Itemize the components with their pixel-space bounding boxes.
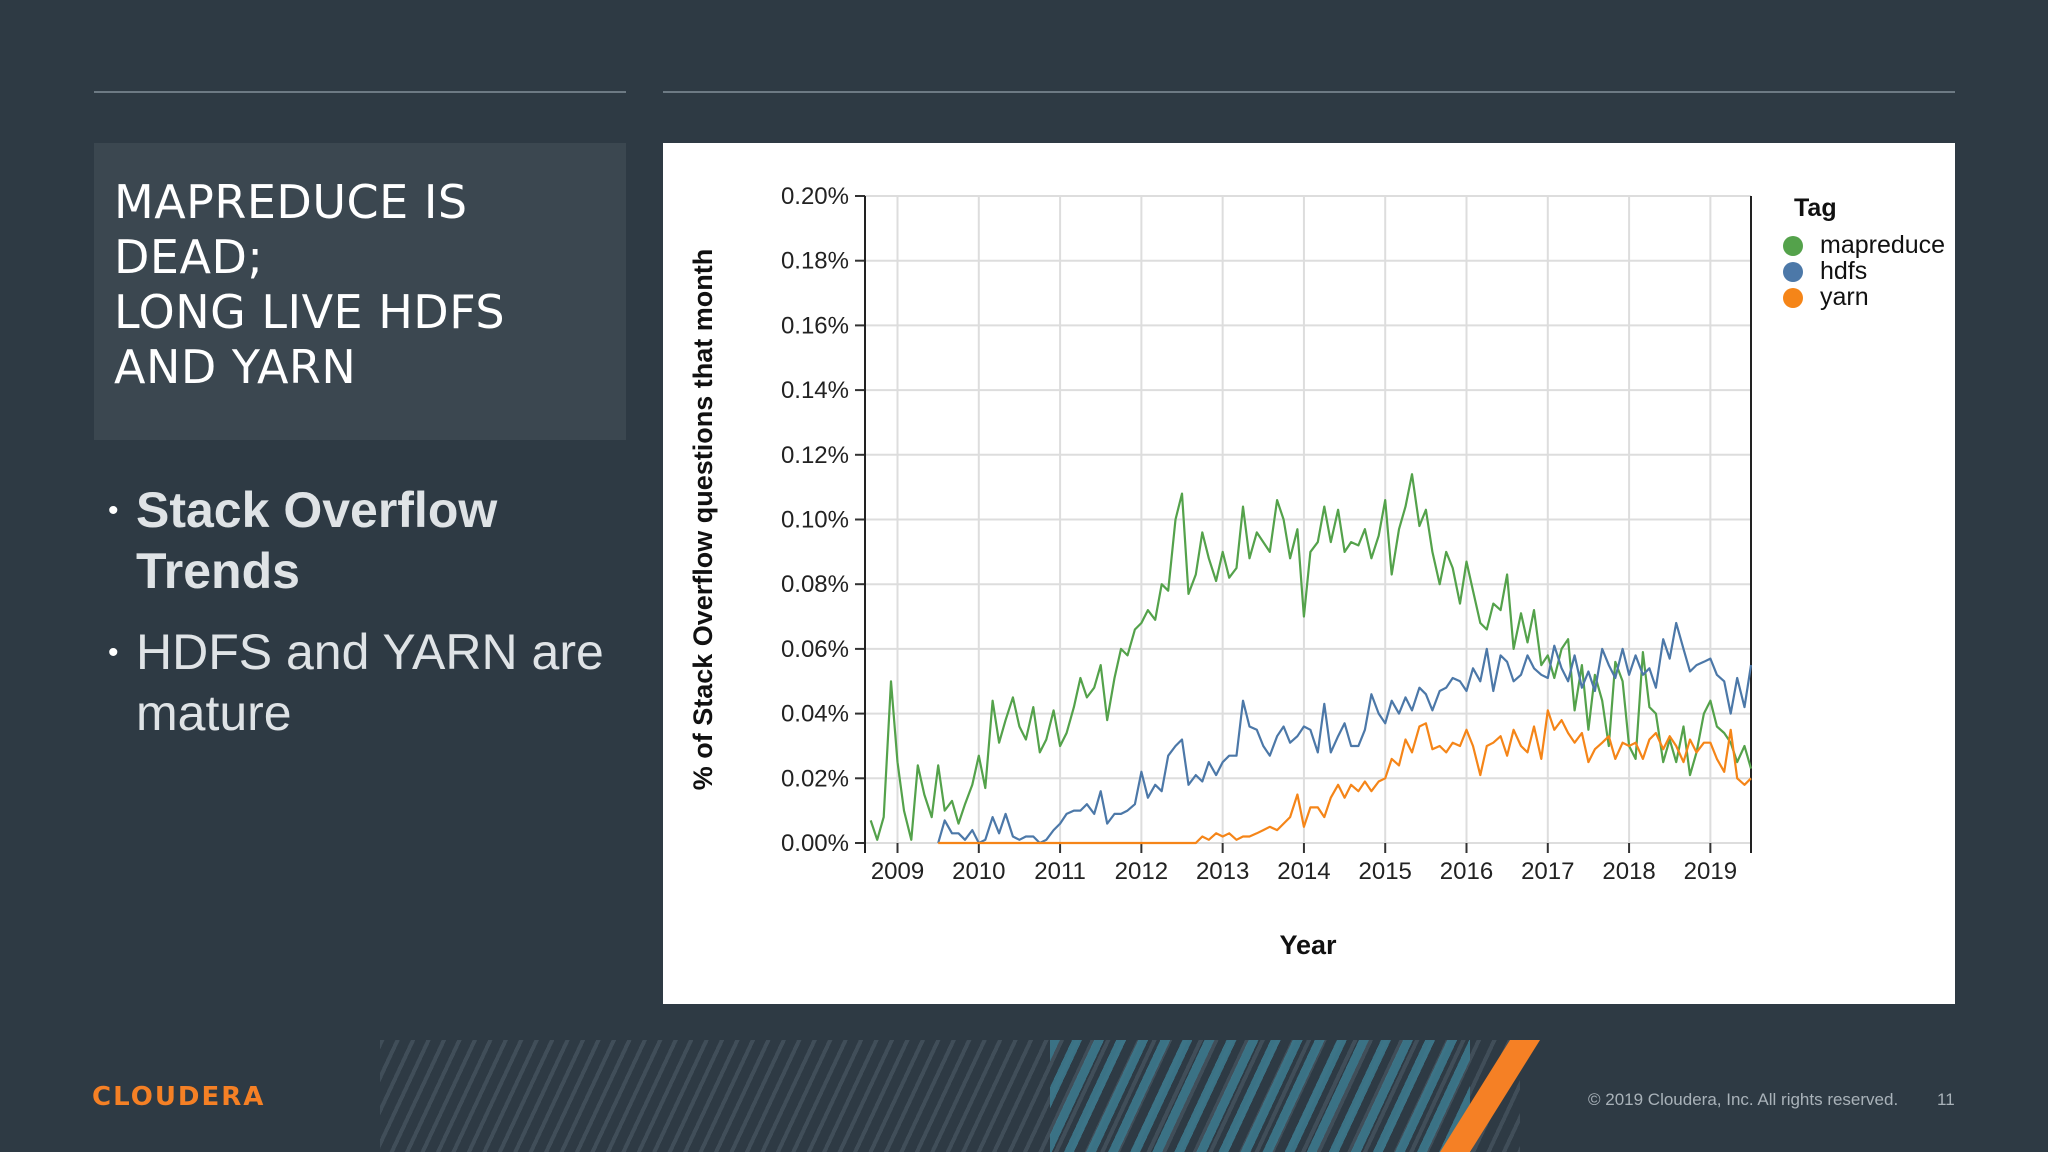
x-tick-label: 2013 [1196, 858, 1249, 885]
bullet-line: Stack Overflow [136, 482, 498, 538]
x-tick-label: 2015 [1359, 858, 1412, 885]
slide-title-line: AND YARN [114, 340, 357, 394]
bullet-list: • Stack Overflow Trends • HDFS and YARN … [108, 480, 638, 764]
top-rule-right [663, 91, 1955, 93]
bullet-line: mature [136, 685, 292, 741]
bullet-item: • HDFS and YARN are mature [108, 622, 638, 744]
y-tick-label: 0.20% [781, 183, 849, 210]
series-line-hdfs [937, 621, 1753, 845]
x-tick-label: 2009 [871, 858, 924, 885]
legend-swatch [1783, 236, 1803, 256]
x-tick-label: 2014 [1277, 858, 1330, 885]
x-tick-label: 2012 [1115, 858, 1168, 885]
page-number: 11 [1937, 1090, 1955, 1109]
y-tick-label: 0.14% [781, 377, 849, 404]
bullet-dot: • [108, 636, 119, 669]
bullet-dot: • [108, 494, 119, 527]
legend-label: yarn [1820, 283, 1869, 311]
y-tick-label: 0.06% [781, 636, 849, 663]
legend-label: mapreduce [1820, 231, 1945, 259]
x-tick-label: 2018 [1602, 858, 1655, 885]
legend-label: hdfs [1820, 257, 1867, 285]
legend-title: Tag [1794, 194, 1837, 222]
decorative-stripes-accent [1050, 1040, 1470, 1152]
bullet-text: HDFS and YARN are mature [136, 622, 604, 744]
slide-title-line: DEAD; [114, 230, 264, 284]
y-tick-label: 0.02% [781, 765, 849, 792]
slide-title-line: MAPREDUCE IS [114, 175, 468, 229]
y-tick-label: 0.16% [781, 312, 849, 339]
y-tick-label: 0.00% [781, 830, 849, 857]
copyright-text: © 2019 Cloudera, Inc. All rights reserve… [1588, 1090, 1899, 1109]
slide-title-line: LONG LIVE HDFS [114, 285, 506, 339]
line-chart: 0.00% 0.02% 0.04% 0.06% 0.08% 0.10% 0.12% 0.14%… [688, 183, 1945, 960]
x-tick-label: 2011 [1034, 858, 1086, 885]
y-tick-label: 0.04% [781, 701, 849, 728]
slide-title-box: MAPREDUCE IS DEAD; LONG LIVE HDFS AND YA… [94, 143, 626, 440]
x-tick-label: 2017 [1521, 858, 1574, 885]
y-tick-label: 0.10% [781, 507, 849, 534]
chart-grid [865, 195, 1751, 844]
chart-panel: 0.00% 0.02% 0.04% 0.06% 0.08% 0.10% 0.12% 0.14%… [663, 143, 1955, 1004]
series-line-mapreduce [869, 473, 1753, 841]
bullet-item: • Stack Overflow Trends [108, 480, 638, 602]
series-line-yarn [938, 709, 1752, 845]
y-tick-label: 0.12% [781, 442, 849, 469]
y-axis-label: % of Stack Overflow questions that month [688, 249, 718, 791]
bullet-text: Stack Overflow Trends [136, 480, 497, 602]
cloudera-logo: CLOUDERA [92, 1082, 266, 1112]
chart-axes: 0.00% 0.02% 0.04% 0.06% 0.08% 0.10% 0.12% 0.14%… [688, 183, 1752, 960]
top-rule-left [94, 91, 626, 93]
legend-swatch [1783, 288, 1803, 308]
y-tick-label: 0.18% [781, 248, 849, 275]
legend-swatch [1783, 262, 1803, 282]
x-tick-label: 2016 [1440, 858, 1493, 885]
x-tick-label: 2019 [1684, 858, 1737, 885]
bullet-line: HDFS and YARN are [136, 624, 604, 680]
bullet-line: Trends [136, 543, 300, 599]
y-tick-label: 0.08% [781, 571, 849, 598]
x-tick-label: 2010 [952, 858, 1005, 885]
x-axis-label: Year [1279, 930, 1337, 960]
orange-slash-graphic [1440, 1040, 1540, 1152]
chart-series [869, 473, 1753, 845]
